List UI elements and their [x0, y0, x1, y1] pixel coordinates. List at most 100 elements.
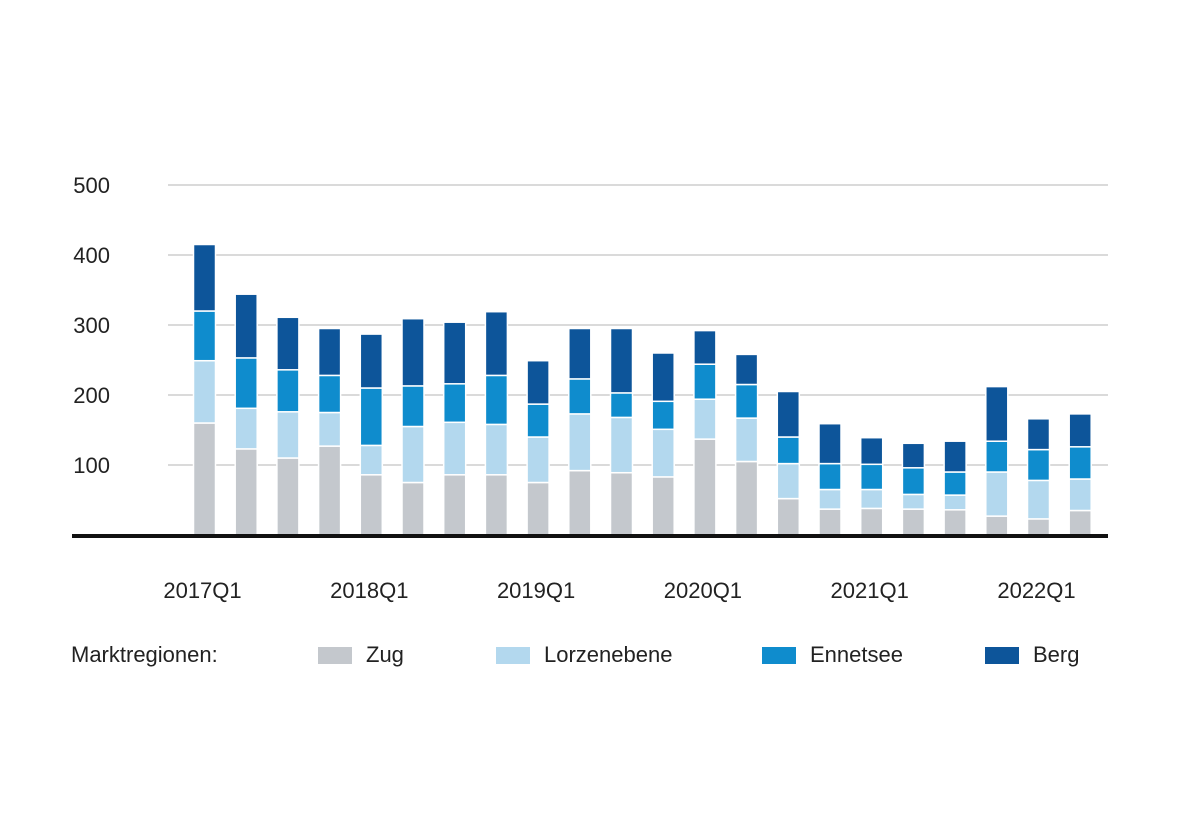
- bar-lorzenebene-2019Q1: [526, 436, 550, 484]
- legend-label-lorzenebene: Lorzenebene: [544, 642, 673, 667]
- bar-berg-2020Q2: [734, 353, 759, 386]
- bar-lorzenebene-2021Q4: [985, 471, 1009, 517]
- bar-ennetsee-2019Q4: [651, 400, 675, 431]
- bar-berg-2017Q3: [276, 316, 300, 371]
- bar-zug-2019Q1: [526, 481, 550, 536]
- bar-lorzenebene-2018Q4: [484, 423, 509, 476]
- bar-berg-2018Q1: [359, 333, 384, 389]
- bar-zug-2022Q2: [1068, 509, 1092, 536]
- bar-ennetsee-2021Q4: [985, 440, 1009, 473]
- bar-zug-2019Q3: [609, 471, 634, 536]
- bar-zug-2021Q4: [985, 515, 1009, 536]
- bar-lorzenebene-2018Q1: [359, 444, 384, 476]
- legend-label-zug: Zug: [366, 642, 404, 667]
- bar-lorzenebene-2019Q4: [651, 428, 675, 478]
- bar-zug-2017Q2: [234, 448, 258, 536]
- bar-berg-2017Q1: [192, 243, 217, 312]
- bar-zug-2019Q4: [651, 476, 675, 536]
- y-tick-label-300: 300: [73, 313, 110, 338]
- bar-zug-2017Q3: [276, 457, 300, 536]
- bar-zug-2019Q2: [568, 469, 592, 536]
- bar-ennetsee-2018Q3: [442, 383, 467, 424]
- legend-item-lorzenebene: Lorzenebene: [496, 642, 672, 668]
- bar-zug-2021Q3: [943, 509, 967, 536]
- bar-lorzenebene-2022Q1: [1026, 479, 1051, 520]
- bar-zug-2020Q3: [776, 497, 801, 536]
- bar-lorzenebene-2019Q3: [609, 416, 634, 474]
- legend-label-berg: Berg: [1033, 642, 1080, 667]
- bar-lorzenebene-2022Q2: [1068, 478, 1092, 512]
- bar-zug-2022Q1: [1026, 518, 1051, 536]
- bar-ennetsee-2020Q3: [776, 436, 801, 465]
- bar-zug-2017Q4: [317, 445, 342, 536]
- bar-zug-2021Q2: [901, 508, 926, 536]
- bar-ennetsee-2020Q1: [693, 363, 717, 400]
- bar-berg-2019Q1: [526, 359, 550, 405]
- x-tick-label-2019Q1: 2019Q1: [497, 578, 575, 603]
- bar-ennetsee-2017Q3: [276, 369, 300, 413]
- bar-zug-2020Q4: [818, 508, 842, 536]
- bar-zug-2020Q2: [734, 460, 759, 536]
- bar-ennetsee-2021Q1: [859, 463, 884, 491]
- bar-ennetsee-2019Q2: [568, 378, 592, 415]
- y-tick-label-400: 400: [73, 243, 110, 268]
- bar-ennetsee-2019Q1: [526, 403, 550, 438]
- bar-ennetsee-2022Q2: [1068, 446, 1092, 480]
- bar-lorzenebene-2019Q2: [568, 413, 592, 472]
- bar-berg-2022Q1: [1026, 418, 1051, 451]
- bar-berg-2020Q1: [693, 329, 717, 365]
- bar-berg-2019Q4: [651, 352, 675, 403]
- x-tick-label-2020Q1: 2020Q1: [664, 578, 742, 603]
- bar-ennetsee-2018Q4: [484, 374, 509, 426]
- legend-title: Marktregionen:: [71, 642, 218, 667]
- bar-ennetsee-2020Q4: [818, 462, 842, 491]
- bar-ennetsee-2022Q1: [1026, 448, 1051, 482]
- x-tick-label-2017Q1: 2017Q1: [163, 578, 241, 603]
- bar-zug-2020Q1: [693, 438, 717, 536]
- bar-lorzenebene-2017Q1: [192, 359, 217, 424]
- bar-berg-2021Q4: [985, 385, 1009, 442]
- y-tick-label-100: 100: [73, 453, 110, 478]
- x-tick-label-2022Q1: 2022Q1: [997, 578, 1075, 603]
- legend-item-zug: Zug: [318, 642, 404, 668]
- bar-berg-2022Q2: [1068, 413, 1092, 448]
- legend-swatch-lorzenebene: [496, 646, 530, 664]
- legend-swatch-berg: [985, 646, 1019, 664]
- bar-zug-2021Q1: [859, 507, 884, 536]
- legend-item-ennetsee: Ennetsee: [762, 642, 903, 668]
- bar-lorzenebene-2021Q3: [943, 494, 967, 511]
- bar-berg-2018Q2: [401, 317, 425, 387]
- y-tick-label-500: 500: [73, 173, 110, 198]
- legend-swatch-ennetsee: [762, 646, 796, 664]
- bar-berg-2018Q3: [442, 321, 467, 385]
- bar-ennetsee-2021Q2: [901, 467, 926, 496]
- bar-zug-2018Q3: [442, 474, 467, 536]
- bar-berg-2020Q4: [818, 422, 842, 465]
- legend-swatch-zug: [318, 646, 352, 664]
- x-tick-label-2021Q1: 2021Q1: [831, 578, 909, 603]
- bar-lorzenebene-2017Q2: [234, 407, 258, 450]
- bar-ennetsee-2020Q2: [734, 383, 759, 419]
- bar-lorzenebene-2018Q2: [401, 425, 425, 484]
- legend-label-ennetsee: Ennetsee: [810, 642, 903, 667]
- bar-lorzenebene-2020Q2: [734, 417, 759, 463]
- bar-zug-2018Q1: [359, 474, 384, 536]
- bar-lorzenebene-2017Q4: [317, 411, 342, 447]
- bar-berg-2019Q3: [609, 327, 634, 394]
- bar-berg-2021Q2: [901, 442, 926, 469]
- x-tick-label-2018Q1: 2018Q1: [330, 578, 408, 603]
- bar-berg-2021Q1: [859, 436, 884, 466]
- bar-berg-2019Q2: [568, 327, 592, 380]
- bar-lorzenebene-2017Q3: [276, 411, 300, 459]
- bar-berg-2020Q3: [776, 390, 801, 438]
- bar-zug-2017Q1: [192, 422, 217, 536]
- bar-lorzenebene-2018Q3: [442, 421, 467, 476]
- bar-lorzenebene-2020Q3: [776, 462, 801, 500]
- legend: Marktregionen: Zug Lorzenebene Ennetsee …: [0, 636, 1181, 676]
- bar-berg-2018Q4: [484, 310, 509, 377]
- bar-ennetsee-2018Q1: [359, 387, 384, 447]
- bar-ennetsee-2018Q2: [401, 385, 425, 428]
- bar-zug-2018Q2: [401, 481, 425, 536]
- bar-ennetsee-2017Q4: [317, 374, 342, 414]
